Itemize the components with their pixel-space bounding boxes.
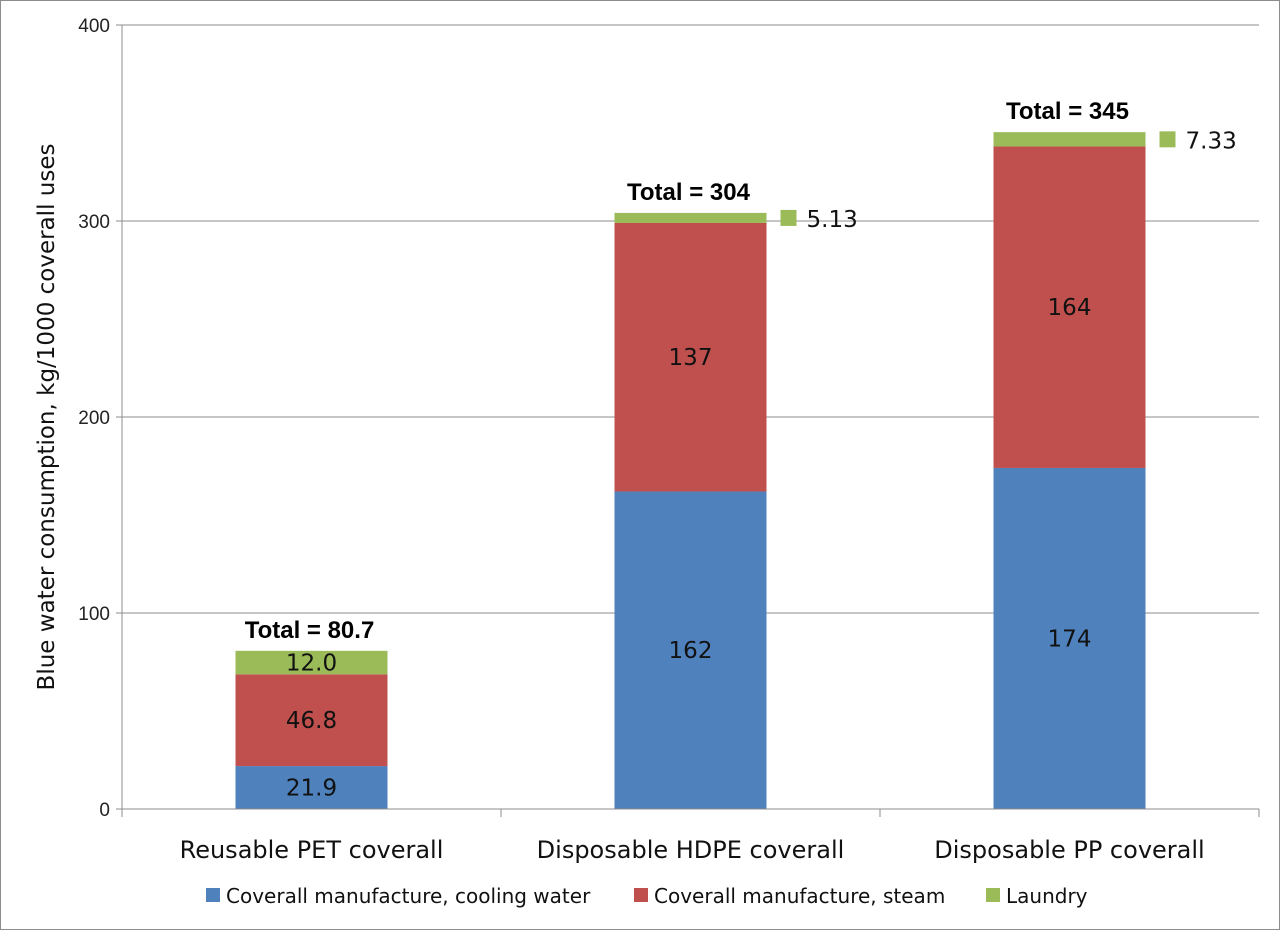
data-label: 137 (669, 345, 713, 371)
data-label: 162 (669, 638, 713, 664)
bar-segment (993, 467, 1146, 809)
y-tick-label: 200 (78, 408, 110, 429)
data-label: 7.33 (1186, 128, 1237, 154)
bar-segment (614, 491, 767, 809)
data-label: 21.9 (286, 776, 337, 802)
y-tick-label: 0 (99, 800, 110, 821)
total-label: Total = 345 (1006, 98, 1129, 125)
data-label-marker (780, 209, 797, 226)
y-axis-title: Blue water consumption, kg/1000 coverall… (34, 144, 60, 691)
bar-segment (235, 650, 388, 675)
data-label: 164 (1048, 295, 1092, 321)
legend-swatch (206, 888, 220, 902)
bar-segment (614, 222, 767, 492)
x-tick-label: Disposable HDPE coverall (537, 836, 845, 864)
x-tick-label: Disposable PP coverall (934, 836, 1204, 864)
total-label: Total = 80.7 (245, 617, 375, 644)
data-label: 5.13 (807, 207, 858, 233)
y-tick-label: 400 (78, 16, 110, 37)
data-label-marker (1159, 131, 1176, 148)
bar-segment (993, 132, 1146, 147)
legend-swatch (986, 888, 1000, 902)
data-label: 46.8 (286, 708, 337, 734)
bar-segment (614, 212, 767, 223)
total-label: Total = 304 (627, 179, 751, 206)
bar-segment (235, 674, 388, 767)
legend-entry: Coverall manufacture, cooling water (226, 884, 591, 908)
y-tick-label: 300 (78, 212, 110, 233)
data-label: 174 (1048, 626, 1092, 652)
bar-segment (235, 766, 388, 809)
data-label: 12.0 (286, 651, 337, 677)
legend-swatch (634, 888, 648, 902)
x-tick-label: Reusable PET coverall (180, 836, 444, 864)
bar-segment (993, 146, 1146, 468)
legend-entry: Coverall manufacture, steam (654, 884, 945, 908)
y-tick-label: 100 (78, 604, 110, 625)
legend-entry: Laundry (1006, 884, 1088, 908)
